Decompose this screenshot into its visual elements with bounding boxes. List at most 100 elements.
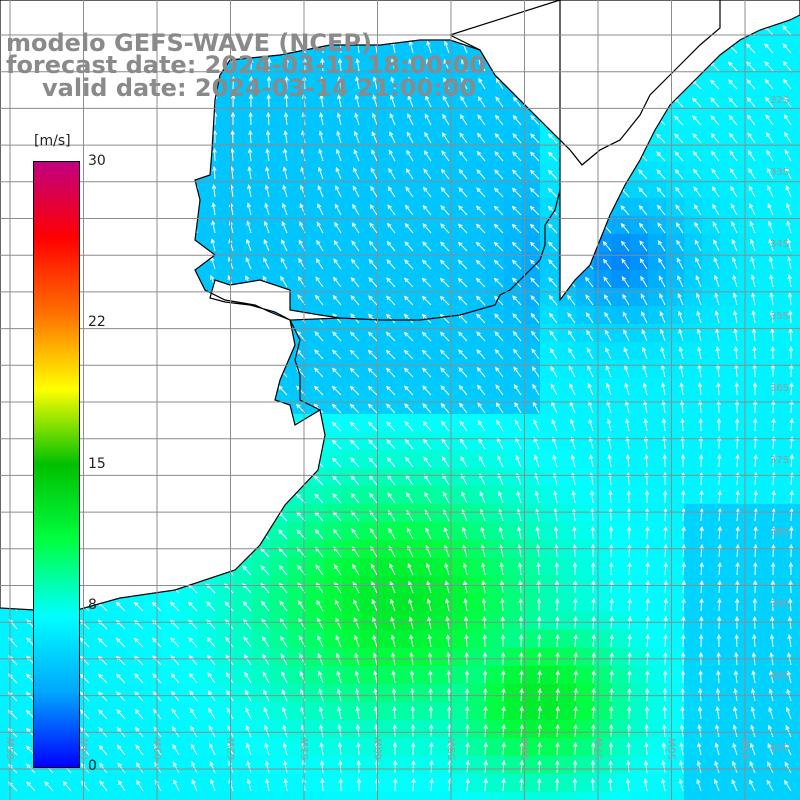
wind-speed-cell — [630, 666, 649, 685]
wind-speed-cell — [792, 756, 800, 775]
wind-arrow-head — [336, 148, 341, 154]
wind-speed-cell — [702, 720, 721, 739]
wind-speed-cell — [702, 144, 721, 163]
wind-arrow-head — [638, 187, 643, 192]
wind-arrow-head — [460, 77, 465, 83]
wind-arrow — [695, 257, 702, 270]
wind-speed-cell — [432, 72, 451, 91]
wind-arrow-head — [457, 259, 463, 265]
wind-speed-cell — [288, 54, 307, 73]
wind-arrow-head — [694, 221, 699, 227]
wind-speed-cell — [90, 756, 109, 775]
wind-speed-cell — [522, 342, 541, 361]
wind-speed-cell — [756, 378, 775, 397]
wind-arrow — [370, 186, 378, 198]
wind-speed-cell — [576, 360, 595, 379]
wind-arrow-head — [786, 220, 791, 226]
wind-speed-cell — [756, 234, 775, 253]
wind-arrow-head — [264, 184, 269, 190]
wind-speed-cell — [324, 252, 343, 271]
wind-speed-cell — [252, 90, 271, 109]
wind-speed-cell — [756, 198, 775, 217]
wind-speed-cell — [504, 630, 523, 649]
wind-arrow-head — [711, 168, 716, 174]
wind-arrow-head — [495, 96, 500, 102]
wind-arrow — [478, 96, 486, 108]
wind-arrow-head — [639, 258, 645, 263]
wind-speed-cell — [684, 792, 703, 800]
wind-speed-cell — [738, 180, 757, 199]
wind-speed-cell — [288, 666, 307, 685]
wind-speed-cell — [738, 108, 757, 127]
wind-speed-cell — [738, 756, 757, 775]
wind-arrow-head — [372, 94, 377, 100]
wind-arrow — [316, 222, 324, 234]
wind-speed-cell — [432, 36, 451, 55]
wind-speed-cell — [630, 252, 649, 271]
wind-speed-cell — [540, 792, 559, 800]
wind-arrow-head — [728, 79, 733, 85]
wind-speed-cell — [324, 270, 343, 289]
wind-arrow — [372, 95, 378, 108]
wind-arrow-head — [441, 150, 446, 156]
wind-arrow — [231, 167, 234, 180]
wind-arrow-head — [638, 204, 644, 210]
wind-arrow-head — [316, 221, 321, 227]
wind-arrow — [710, 133, 720, 144]
wind-arrow — [335, 167, 342, 180]
wind-speed-cell — [198, 756, 217, 775]
wind-arrow-head — [750, 238, 755, 244]
wind-speed-cell — [576, 396, 595, 415]
wind-speed-cell — [432, 558, 451, 577]
wind-arrow-head — [406, 131, 411, 137]
wind-arrow-head — [765, 132, 771, 137]
wind-speed-cell — [252, 612, 271, 631]
wind-speed-cell — [216, 144, 235, 163]
wind-speed-cell — [486, 414, 505, 433]
wind-speed-cell — [612, 756, 631, 775]
wind-arrow-head — [603, 276, 608, 282]
wind-arrow-head — [230, 147, 235, 153]
wind-speed-cell — [684, 738, 703, 757]
wind-speed-cell — [360, 792, 379, 800]
wind-speed-cell — [216, 774, 235, 793]
wind-speed-cell — [756, 558, 775, 577]
wind-speed-cell — [594, 720, 613, 739]
wind-speed-cell — [792, 126, 800, 145]
wind-speed-cell — [702, 396, 721, 415]
wind-speed-cell — [792, 54, 800, 73]
wind-arrow — [548, 206, 558, 216]
wind-arrow-head — [443, 58, 448, 64]
wind-arrow — [315, 276, 324, 288]
wind-speed-cell — [612, 612, 631, 631]
wind-arrow — [336, 149, 342, 162]
wind-arrow-head — [247, 166, 252, 172]
wind-speed-cell — [450, 396, 469, 415]
wind-arrow-head — [246, 202, 251, 208]
wind-arrow — [388, 150, 396, 162]
wind-arrow — [750, 239, 756, 252]
wind-arrow-head — [266, 93, 271, 99]
wind-speed-cell — [432, 702, 451, 721]
wind-speed-cell — [468, 486, 487, 505]
wind-arrow-head — [475, 259, 481, 265]
wind-speed-cell — [648, 234, 667, 253]
wind-arrow — [512, 169, 522, 180]
wind-arrow-head — [732, 274, 737, 280]
wind-arrow-head — [369, 222, 374, 228]
wind-arrow-head — [638, 169, 643, 175]
wind-arrow — [694, 204, 702, 216]
wind-arrow — [285, 113, 288, 126]
wind-speed-cell — [270, 666, 289, 685]
wind-speed-cell — [504, 558, 523, 577]
wind-arrow — [245, 257, 252, 270]
wind-speed-cell — [576, 378, 595, 397]
wind-speed-cell — [630, 684, 649, 703]
wind-speed-cell — [558, 486, 577, 505]
wind-speed-cell — [774, 486, 793, 505]
wind-speed-cell — [234, 684, 253, 703]
wind-speed-cell — [792, 432, 800, 451]
wind-speed-cell — [702, 612, 721, 631]
wind-speed-cell — [684, 594, 703, 613]
wind-arrow-head — [765, 114, 770, 120]
